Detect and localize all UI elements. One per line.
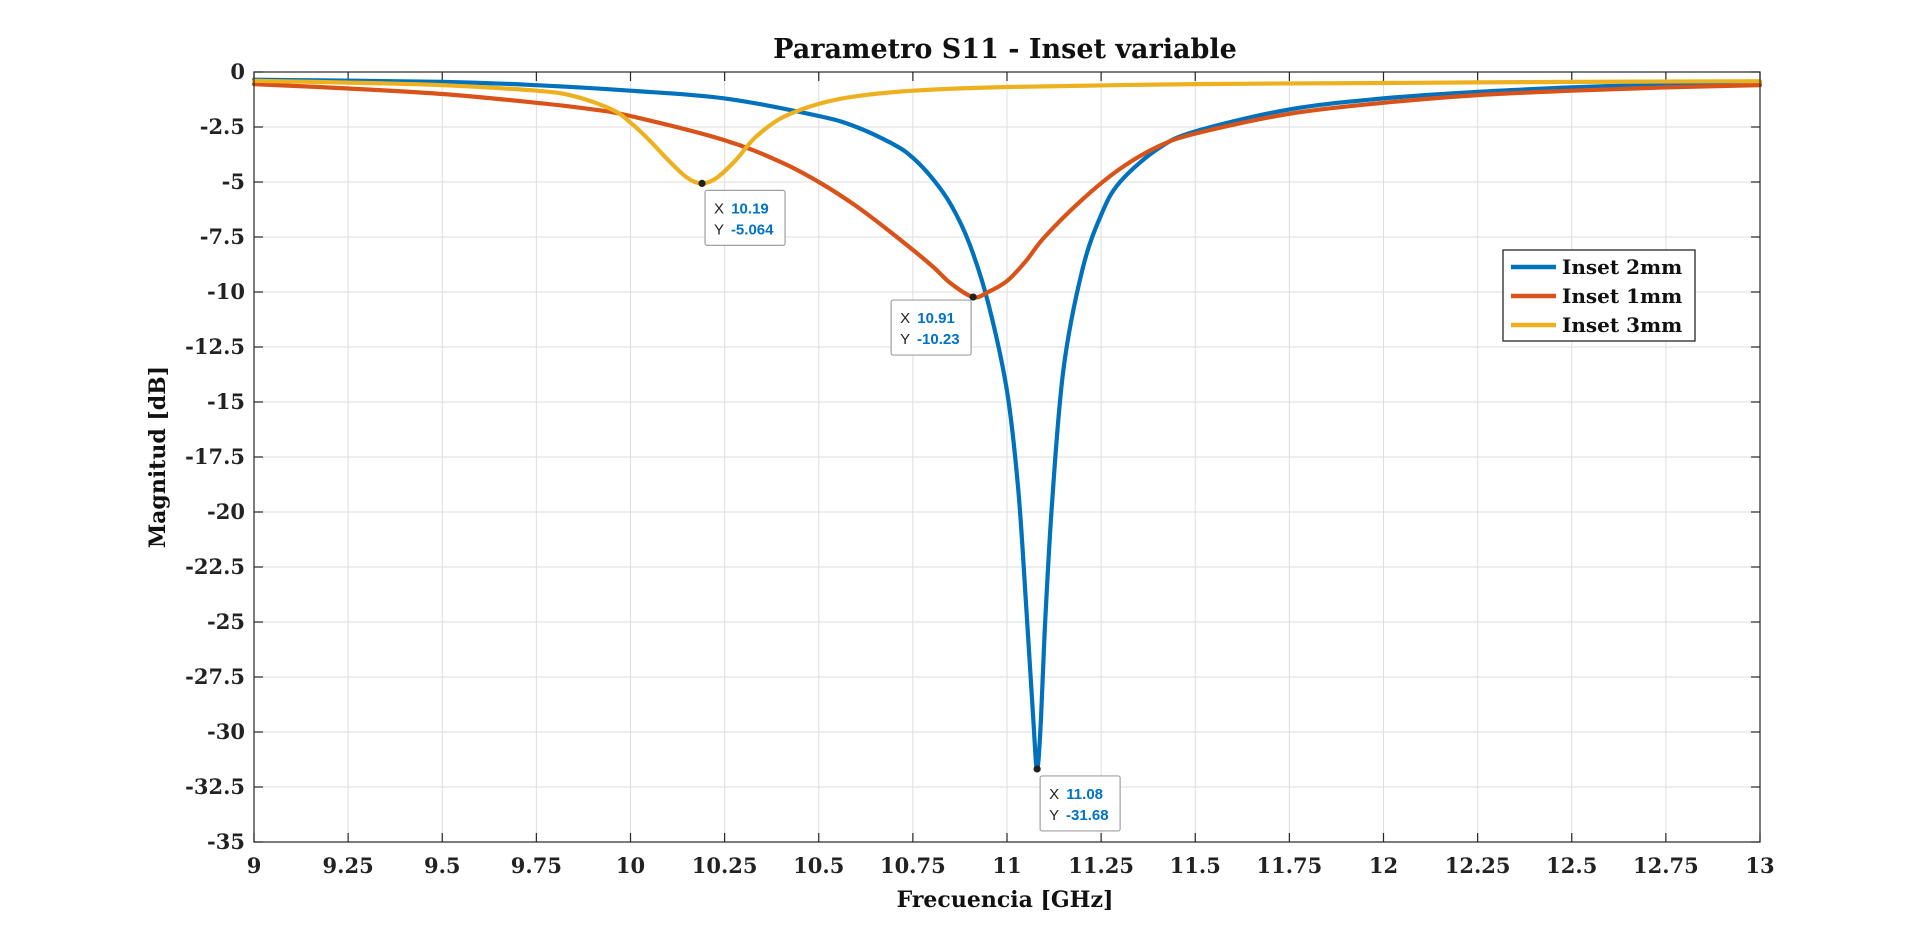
y-tick-label: -2.5 [200,114,245,139]
axes-box [253,71,1761,843]
x-tick-label: 11.75 [1256,853,1322,878]
x-tick-label: 10.75 [880,853,946,878]
x-tick-label: 12.25 [1445,853,1511,878]
y-tick-label: -30 [207,719,245,744]
datatip-y-row: Y -5.064 [714,221,774,238]
series-line-inset-1mm [251,82,1763,300]
y-tick-label: -17.5 [185,444,245,469]
y-tick-label: -20 [207,499,245,524]
x-axis-label: Frecuencia [GHz] [897,887,1114,913]
legend-entry: Inset 3mm [1562,313,1682,337]
y-tick-label: -25 [207,609,245,634]
x-tick-label: 12 [1369,853,1398,878]
datatip-y-value: -31.68 [1066,807,1109,824]
legend: Inset 2mm Inset 1mm Inset 3mm [1502,249,1696,342]
datatip-x-value: 11.08 [1066,786,1103,803]
datatip-box [704,189,786,247]
datatip-x-key: X [900,310,914,327]
y-tick-label: -10 [207,279,245,304]
datatip-box [890,299,972,356]
datatip-x-value: 10.19 [731,200,769,217]
x-tick-label: 11 [992,853,1021,878]
datatip-y-value: -5.064 [731,221,774,238]
datatip-x-value: 10.91 [917,310,955,327]
y-tick-label: -27.5 [185,664,245,689]
legend-entry: Inset 1mm [1562,284,1682,308]
y-axis-label: Magnitud [dB] [145,366,171,548]
datatip-x-row: X 10.91 [900,310,955,327]
datatip-y-value: -10.23 [917,331,960,348]
y-tick-labels: 0 -2.5 -5 -7.5 -10 -12.5 -15 -17.5 -20 -22.5 -25 -2… [185,59,245,854]
series-layer [251,77,1763,772]
y-tick-label: -35 [207,829,245,854]
x-tick-labels: 9 9.25 9.5 9.75 10 10.25 10.5 10.75 11 11.25 11.5 1… [247,853,1775,878]
x-tick-label: 11.25 [1068,853,1134,878]
datatip-x-row: X 11.08 [1049,786,1103,803]
y-tick-label: -32.5 [185,774,245,799]
x-tick-label: 12.5 [1546,853,1597,878]
y-tick-label: -22.5 [185,554,245,579]
y-tick-label: -7.5 [200,224,245,249]
x-tick-label: 9.25 [323,853,374,878]
datatip-y-row: Y -10.23 [900,331,959,348]
datatip-marker [698,179,706,188]
datatip-marker [1033,765,1041,773]
datatip-box [1039,775,1121,832]
x-tick-label: 12.75 [1633,853,1699,878]
y-tick-label: 0 [230,59,245,84]
x-tick-label: 10.5 [793,853,844,878]
series-line-inset-3mm [251,78,1763,186]
series-line-inset-2mm [251,77,1763,772]
y-tick-label: -15 [207,389,245,414]
x-tick-label: 9 [247,853,262,878]
x-tick-label: 9.75 [511,853,562,878]
chart-title: Parametro S11 - Inset variable [773,34,1237,65]
datatip-x-key: X [714,200,728,217]
datatip-y-key: Y [900,331,914,348]
x-tick-label: 9.5 [424,853,461,878]
x-tick-label: 10.25 [692,853,758,878]
x-tick-label: 10 [616,853,645,878]
datatip-y-key: Y [714,221,728,238]
datatip-marker [969,293,977,301]
y-tick-label: -5 [222,169,245,194]
x-tick-label: 13 [1745,853,1774,878]
datatip-y-key: Y [1049,807,1063,824]
datatip-x-row: X 10.19 [714,200,769,217]
datatip-y-row: Y -31.68 [1049,807,1108,824]
y-tick-label: -12.5 [185,334,245,359]
x-tick-label: 11.5 [1170,853,1221,878]
datatip-x-key: X [1049,786,1063,803]
legend-entry: Inset 2mm [1562,255,1682,279]
